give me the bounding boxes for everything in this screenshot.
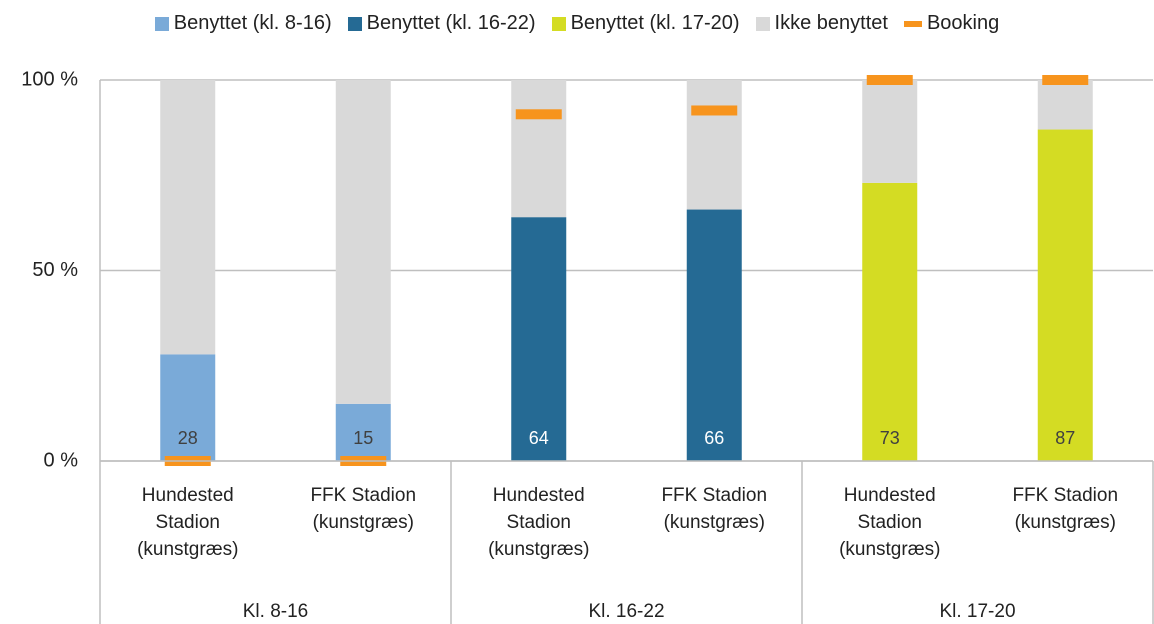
booking-marker [515,109,562,120]
legend-swatch [551,16,566,31]
bar-segment [686,80,742,210]
bar-segment [160,354,216,461]
data-label: 15 [353,428,373,448]
x-tick-label: Hundested Stadion (kunstgræs) [137,485,239,560]
legend-item: Benyttet (kl. 16-22) [347,12,536,35]
group-label: Kl. 16-22 [588,601,665,622]
y-tick-label: 100 % [21,68,78,90]
legend-swatch [347,16,362,31]
bar-segment [511,80,567,218]
legend-item: Benyttet (kl. 8-16) [154,12,332,35]
x-tick-label: Hundested Stadion (kunstgræs) [839,485,941,560]
legend-label: Booking [926,12,1000,34]
legend-item: Ikke benyttet [755,12,888,35]
legend-label: Benyttet (kl. 17-20) [570,12,740,34]
bar-segment [160,80,216,355]
bar-segment [511,217,567,461]
data-label: 73 [880,428,900,448]
group-label: Kl. 17-20 [939,601,1016,622]
bar-segment [335,80,391,404]
data-label: 66 [704,428,724,448]
x-tick-label: FFK Stadion (kunstgræs) [310,485,417,533]
booking-marker [1042,75,1089,85]
group-label: Kl. 8-16 [242,601,309,622]
bar-segment [862,182,918,461]
booking-marker [866,75,913,85]
bar-segment [686,209,742,461]
bar-segment [862,80,918,183]
legend-label: Benyttet (kl. 8-16) [173,12,332,34]
legend-label: Benyttet (kl. 16-22) [366,12,536,34]
legend-swatch [755,16,770,31]
data-label: 64 [529,428,549,448]
x-tick-label: FFK Stadion (kunstgræs) [1012,485,1119,533]
bar-segment [335,403,391,461]
x-tick-label: FFK Stadion (kunstgræs) [661,485,768,533]
legend-item: Booking [903,12,1000,35]
booking-marker [691,105,738,116]
data-label: 28 [178,428,198,448]
bar-segment [1037,80,1093,130]
y-tick-label: 0 % [44,449,79,471]
x-tick-label: Hundested Stadion (kunstgræs) [488,485,590,560]
legend-label: Ikke benyttet [774,12,888,34]
bar-segment [1037,129,1093,461]
data-label: 87 [1055,428,1075,448]
legend-item: Benyttet (kl. 17-20) [551,12,740,35]
legend: Benyttet (kl. 8-16) Benyttet (kl. 16-22) B… [0,12,1154,35]
y-tick-label: 50 % [32,259,78,281]
legend-swatch [154,16,169,31]
legend-swatch [903,20,922,27]
